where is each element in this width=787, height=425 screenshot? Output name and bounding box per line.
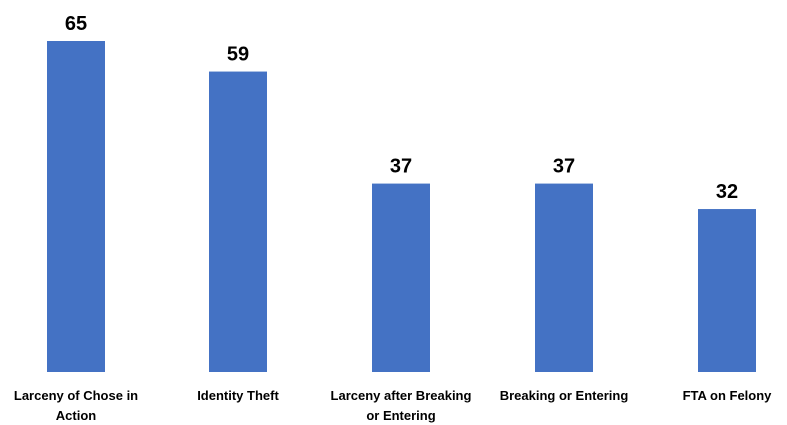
- data-label-4: 32: [716, 181, 738, 203]
- data-label-0: 65: [65, 13, 87, 35]
- value-labels-layer: 65 59 37 37 32: [65, 13, 738, 203]
- category-label-0-0: Larceny of Chose in: [14, 388, 138, 403]
- category-label-2-1: or Entering: [366, 408, 435, 423]
- category-labels-layer: Larceny of Chose in Action Identity Theft L…: [14, 388, 772, 423]
- bars-layer: [47, 41, 756, 373]
- category-label-1-0: Identity Theft: [197, 388, 279, 403]
- bar-2: [372, 183, 430, 372]
- category-label-0-1: Action: [56, 408, 97, 423]
- category-label-3-0: Breaking or Entering: [500, 388, 629, 403]
- bar-1: [209, 71, 267, 373]
- bar-0: [47, 41, 105, 372]
- bar-4: [698, 209, 756, 372]
- data-label-3: 37: [553, 156, 575, 178]
- category-label-4-0: FTA on Felony: [683, 388, 773, 403]
- data-label-1: 59: [227, 44, 249, 66]
- data-label-2: 37: [390, 156, 412, 178]
- category-label-2-0: Larceny after Breaking: [331, 388, 472, 403]
- bar-3: [535, 183, 593, 372]
